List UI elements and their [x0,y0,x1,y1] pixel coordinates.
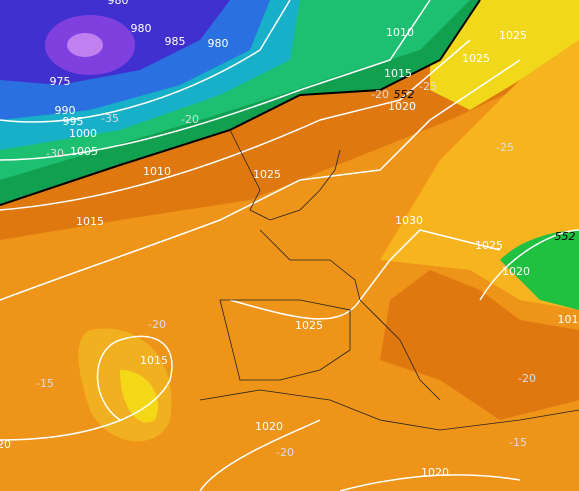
map-label: 1010 [386,26,414,39]
map-label: -15 [36,377,54,390]
map-label: 975 [50,75,71,88]
map-label: 980 [108,0,129,7]
map-label: 1020 [421,466,449,479]
map-label: -20 [181,113,199,126]
map-label: 1020 [388,100,416,113]
map-label: -25 [496,141,514,154]
map-label: 20 [0,438,11,451]
yellow-north [430,0,579,110]
map-label: 1005 [70,145,98,158]
map-label: -20 [518,372,536,385]
map-label: -35 [101,112,119,125]
map-label: 980 [131,22,152,35]
low-center [67,33,103,57]
map-label: 1000 [69,127,97,140]
coastlines [199,129,579,431]
map-label: 101 [558,313,579,326]
map-label: 1025 [462,52,490,65]
map-label: -20 [148,318,166,331]
map-label: -20 [276,446,294,459]
map-label: 1020 [502,265,530,278]
map-label: 1015 [140,354,168,367]
yellow-core [120,370,159,423]
map-label: 1015 [76,215,104,228]
map-label: 1015 [384,67,412,80]
map-label: -15 [509,436,527,449]
map-label: 990 [55,104,76,117]
map-label: 1025 [253,168,281,181]
map-label: 1020 [255,420,283,433]
map-label: 1010 [143,165,171,178]
map-label: -30 [46,147,64,160]
map-label: -25 [419,80,437,93]
map-label: 1025 [499,29,527,42]
map-label: 1025 [295,319,323,332]
map-label: 985 [165,35,186,48]
map-label: 1030 [395,214,423,227]
green-east [500,230,579,310]
front-line [0,0,481,206]
map-label: -20 [371,88,389,101]
map-label: 552 [394,88,415,101]
map-label: 980 [208,37,229,50]
map-label: 1025 [475,239,503,252]
map-label: 552 [555,230,576,243]
map-label: 995 [63,115,84,128]
